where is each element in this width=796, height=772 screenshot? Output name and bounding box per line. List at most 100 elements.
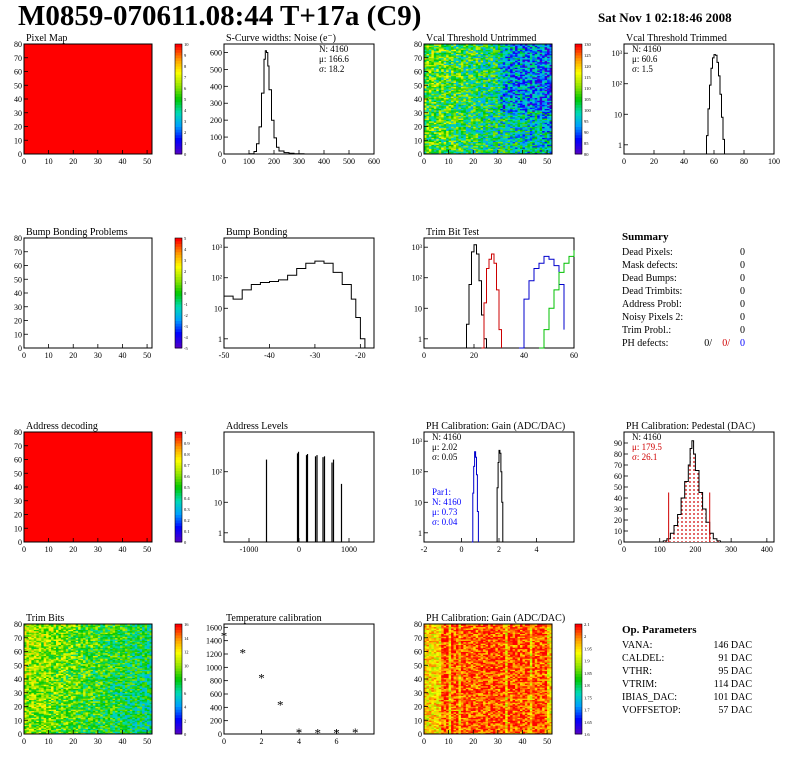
heatmap-cell: [465, 74, 469, 77]
heatmap-cell: [537, 140, 541, 143]
heatmap-cell: [468, 70, 472, 72]
heatmap-cell: [522, 67, 526, 70]
heatmap-cell: [460, 134, 464, 137]
heatmap-cell: [515, 143, 518, 145]
heatmap-cell: [520, 63, 523, 66]
heatmap-cell: [517, 140, 521, 143]
heatmap-cell: [505, 83, 509, 86]
heatmap-cell: [522, 111, 526, 114]
heatmap-cell: [428, 75, 432, 78]
heatmap-cell: [492, 122, 496, 125]
heatmap-cell: [478, 53, 482, 56]
heatmap-cell: [460, 77, 464, 79]
heatmap-cell: [463, 151, 467, 154]
heatmap-cell: [517, 90, 521, 93]
heatmap-cell: [426, 93, 430, 96]
heatmap-cell: [463, 148, 467, 151]
heatmap-cell: [443, 125, 447, 127]
heatmap-cell: [502, 75, 506, 78]
heatmap-cell: [539, 66, 543, 68]
heatmap-cell: [505, 55, 509, 57]
heatmap-cell: [488, 64, 491, 67]
palette-tick-label: -1: [184, 302, 188, 307]
heatmap-cell: [438, 50, 442, 53]
heatmap-cell: [500, 134, 504, 137]
heatmap-cell: [529, 127, 533, 130]
heatmap-cell: [507, 118, 511, 121]
heatmap-cell: [524, 123, 528, 126]
heatmap-cell: [443, 145, 447, 148]
heatmap-cell: [433, 90, 437, 93]
heatmap-cell: [488, 145, 491, 148]
heatmap-cell: [497, 125, 501, 127]
heatmap-cell: [446, 99, 450, 101]
heatmap-cell: [468, 119, 472, 122]
heatmap-cell: [488, 75, 491, 78]
heatmap-cell: [515, 136, 518, 138]
heatmap-cell: [512, 77, 516, 79]
heatmap-cell: [443, 104, 447, 107]
heatmap-cell: [520, 81, 523, 83]
heatmap-cell: [505, 88, 509, 90]
heatmap-cell: [463, 100, 467, 103]
heatmap-cell: [463, 134, 467, 137]
heatmap-cell: [534, 64, 538, 67]
heatmap-cell: [522, 59, 526, 61]
heatmap-cell: [460, 72, 464, 75]
heatmap-cell: [448, 121, 452, 123]
x-tick-label: 20: [69, 545, 77, 554]
heatmap-cell: [465, 112, 469, 115]
heatmap-cell: [426, 121, 430, 123]
heatmap-cell: [453, 45, 457, 48]
heatmap-cell: [448, 77, 452, 79]
heatmap-cell: [497, 129, 501, 132]
heatmap-cell: [515, 57, 518, 60]
heatmap-cell: [443, 101, 447, 104]
heatmap-cell: [539, 127, 543, 130]
heatmap-cell: [512, 57, 516, 60]
heatmap-cell: [529, 48, 533, 50]
heatmap-cell: [438, 70, 442, 72]
x-tick-label: 1000: [341, 545, 357, 554]
heatmap-cell: [451, 89, 454, 92]
heatmap-cell: [456, 111, 459, 114]
heatmap-cell: [532, 49, 536, 52]
heatmap-cell: [441, 97, 445, 100]
heatmap-cell: [463, 49, 467, 52]
heatmap-cell: [453, 105, 457, 108]
heatmap-cell: [510, 86, 514, 89]
heatmap-cell: [524, 112, 528, 115]
heatmap-cell: [475, 112, 479, 115]
heatmap-cell: [460, 112, 464, 115]
heatmap-cell: [441, 64, 445, 67]
heatmap-cell: [488, 118, 491, 121]
heatmap-cell: [512, 143, 516, 145]
heatmap-cell: [436, 132, 440, 134]
heatmap-cell: [470, 137, 474, 140]
heatmap-cell: [478, 126, 482, 129]
heatmap-cell: [478, 136, 482, 138]
heatmap-cell: [537, 144, 541, 147]
heatmap-cell: [500, 70, 504, 72]
heatmap-cell: [441, 86, 445, 89]
heatmap-cell: [522, 99, 526, 101]
heatmap-cell: [463, 103, 467, 105]
heatmap-cell: [515, 83, 518, 86]
heatmap-cell: [517, 68, 521, 71]
heatmap-cell: [426, 103, 430, 105]
heatmap-cell: [510, 83, 514, 86]
palette-swatch: [175, 432, 182, 436]
heatmap-cell: [465, 89, 469, 92]
x-tick-label: 0: [422, 351, 426, 360]
heatmap-cell: [507, 81, 511, 83]
heatmap-cell: [524, 105, 528, 108]
heatmap-cell: [480, 123, 484, 126]
heatmap-cell: [512, 68, 516, 71]
heatmap-cell: [443, 133, 447, 136]
palette-swatch: [175, 151, 182, 155]
heatmap-cell: [515, 49, 518, 52]
heatmap-cell: [456, 99, 459, 101]
heatmap-cell: [497, 45, 501, 48]
heatmap-cell: [433, 137, 437, 140]
heatmap-cell: [428, 94, 432, 97]
